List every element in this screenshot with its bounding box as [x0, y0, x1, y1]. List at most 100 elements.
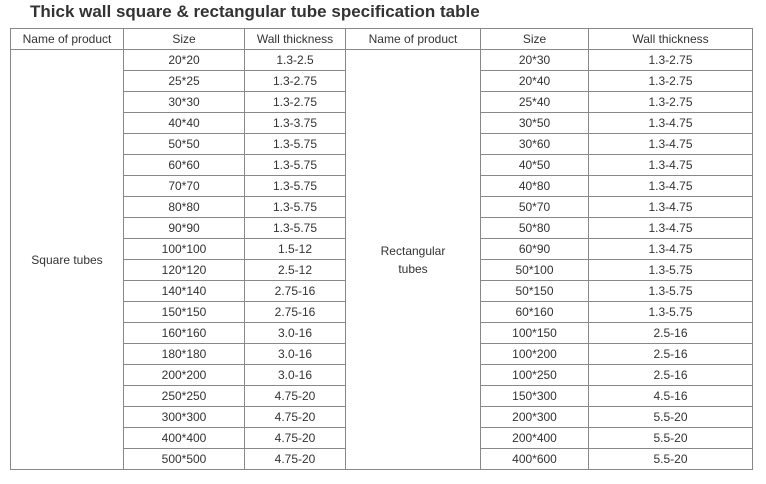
wall-cell: 2.75-16 [244, 280, 346, 302]
wall-cell: 4.75-20 [244, 385, 346, 407]
header-cell: Name of product [345, 28, 481, 50]
wall-cell: 2.75-16 [244, 301, 346, 323]
size-cell: 100*100 [123, 238, 245, 260]
wall-cell: 1.3-5.75 [244, 196, 346, 218]
header-cell: Size [480, 28, 589, 50]
wall-cell: 1.3-5.75 [244, 154, 346, 176]
data-row: 200*200 3.0-16 100*250 2.5-16 [11, 364, 753, 386]
size-cell: 40*80 [480, 175, 589, 197]
header-cell: Size [123, 28, 245, 50]
data-row: 100*100 1.5-12 60*90 1.3-4.75 [11, 238, 753, 260]
size-cell: 20*40 [480, 70, 589, 92]
size-cell: 30*60 [480, 133, 589, 155]
size-cell: 90*90 [123, 217, 245, 239]
data-row: 70*70 1.3-5.75 40*80 1.3-4.75 [11, 175, 753, 197]
size-cell: 200*400 [480, 427, 589, 449]
size-cell: 70*70 [123, 175, 245, 197]
size-cell: 60*90 [480, 238, 589, 260]
header-cell: Wall thickness [244, 28, 346, 50]
wall-cell: 1.3-4.75 [588, 133, 753, 155]
size-cell: 25*25 [123, 70, 245, 92]
product-cell: Square tubes [10, 49, 124, 470]
wall-cell: 3.0-16 [244, 364, 346, 386]
size-cell: 60*160 [480, 301, 589, 323]
size-cell: 50*80 [480, 217, 589, 239]
data-row: 180*180 3.0-16 100*200 2.5-16 [11, 343, 753, 365]
wall-cell: 1.3-5.75 [244, 133, 346, 155]
product-cell: Rectangular tubes [345, 49, 481, 470]
wall-cell: 1.3-4.75 [588, 217, 753, 239]
size-cell: 40*50 [480, 154, 589, 176]
wall-cell: 1.3-4.75 [588, 154, 753, 176]
data-row: 40*40 1.3-3.75 30*50 1.3-4.75 [11, 112, 753, 134]
wall-cell: 1.3-2.75 [588, 91, 753, 113]
size-cell: 100*200 [480, 343, 589, 365]
wall-cell: 1.3-2.75 [244, 91, 346, 113]
wall-cell: 2.5-16 [588, 343, 753, 365]
data-row: 60*60 1.3-5.75 40*50 1.3-4.75 [11, 154, 753, 176]
wall-cell: 1.3-2.75 [588, 70, 753, 92]
wall-cell: 5.5-20 [588, 427, 753, 449]
size-cell: 200*200 [123, 364, 245, 386]
size-cell: 40*40 [123, 112, 245, 134]
table-body: Name of product Size Wall thickness Name of… [10, 28, 753, 470]
header-cell: Name of product [10, 28, 124, 50]
wall-cell: 1.3-4.75 [588, 112, 753, 134]
wall-cell: 4.75-20 [244, 427, 346, 449]
wall-cell: 1.3-5.75 [588, 280, 753, 302]
wall-cell: 3.0-16 [244, 322, 346, 344]
wall-cell: 2.5-12 [244, 259, 346, 281]
wall-cell: 1.3-2.75 [244, 70, 346, 92]
wall-cell: 4.75-20 [244, 406, 346, 428]
wall-cell: 2.5-16 [588, 322, 753, 344]
size-cell: 30*50 [480, 112, 589, 134]
wall-cell: 1.3-5.75 [244, 217, 346, 239]
header-row: Name of product Size Wall thickness Name of… [10, 28, 753, 50]
size-cell: 30*30 [123, 91, 245, 113]
data-row: 150*150 2.75-16 60*160 1.3-5.75 [11, 301, 753, 323]
wall-cell: 4.75-20 [244, 448, 346, 470]
size-cell: 100*150 [480, 322, 589, 344]
wall-cell: 1.3-5.75 [244, 175, 346, 197]
size-cell: 150*150 [123, 301, 245, 323]
data-row: 120*120 2.5-12 50*100 1.3-5.75 [11, 259, 753, 281]
wall-cell: 1.3-4.75 [588, 238, 753, 260]
title: Thick wall square & rectangular tube spe… [30, 2, 480, 21]
wall-cell: 1.3-4.75 [588, 175, 753, 197]
header-cell: Wall thickness [588, 28, 753, 50]
wall-cell: 5.5-20 [588, 406, 753, 428]
size-cell: 50*50 [123, 133, 245, 155]
spec-table: Name of product Size Wall thickness Name of… [10, 28, 753, 470]
size-cell: 300*300 [123, 406, 245, 428]
size-cell: 20*20 [123, 49, 245, 71]
size-cell: 50*150 [480, 280, 589, 302]
data-row: 80*80 1.3-5.75 50*70 1.3-4.75 [11, 196, 753, 218]
size-cell: 180*180 [123, 343, 245, 365]
data-row: 50*50 1.3-5.75 30*60 1.3-4.75 [11, 133, 753, 155]
size-cell: 400*600 [480, 448, 589, 470]
size-cell: 150*300 [480, 385, 589, 407]
size-cell: 25*40 [480, 91, 589, 113]
product-name: Square tubes [31, 252, 103, 267]
wall-cell: 1.3-5.75 [588, 301, 753, 323]
wall-cell: 5.5-20 [588, 448, 753, 470]
size-cell: 50*100 [480, 259, 589, 281]
wall-cell: 1.5-12 [244, 238, 346, 260]
size-cell: 140*140 [123, 280, 245, 302]
wall-cell: 1.3-2.75 [588, 49, 753, 71]
data-row: Square tubes 20*20 1.3-2.5 Rectangular tube… [10, 49, 753, 470]
wall-cell: 4.5-16 [588, 385, 753, 407]
size-cell: 500*500 [123, 448, 245, 470]
size-cell: 160*160 [123, 322, 245, 344]
size-cell: 200*300 [480, 406, 589, 428]
wall-cell: 1.3-3.75 [244, 112, 346, 134]
wall-cell: 1.3-2.5 [244, 49, 346, 71]
data-row: 500*500 4.75-20 400*600 5.5-20 [11, 448, 753, 470]
size-cell: 400*400 [123, 427, 245, 449]
wall-cell: 2.5-16 [588, 364, 753, 386]
size-cell: 60*60 [123, 154, 245, 176]
size-cell: 100*250 [480, 364, 589, 386]
size-cell: 250*250 [123, 385, 245, 407]
wall-cell: 1.3-5.75 [588, 259, 753, 281]
